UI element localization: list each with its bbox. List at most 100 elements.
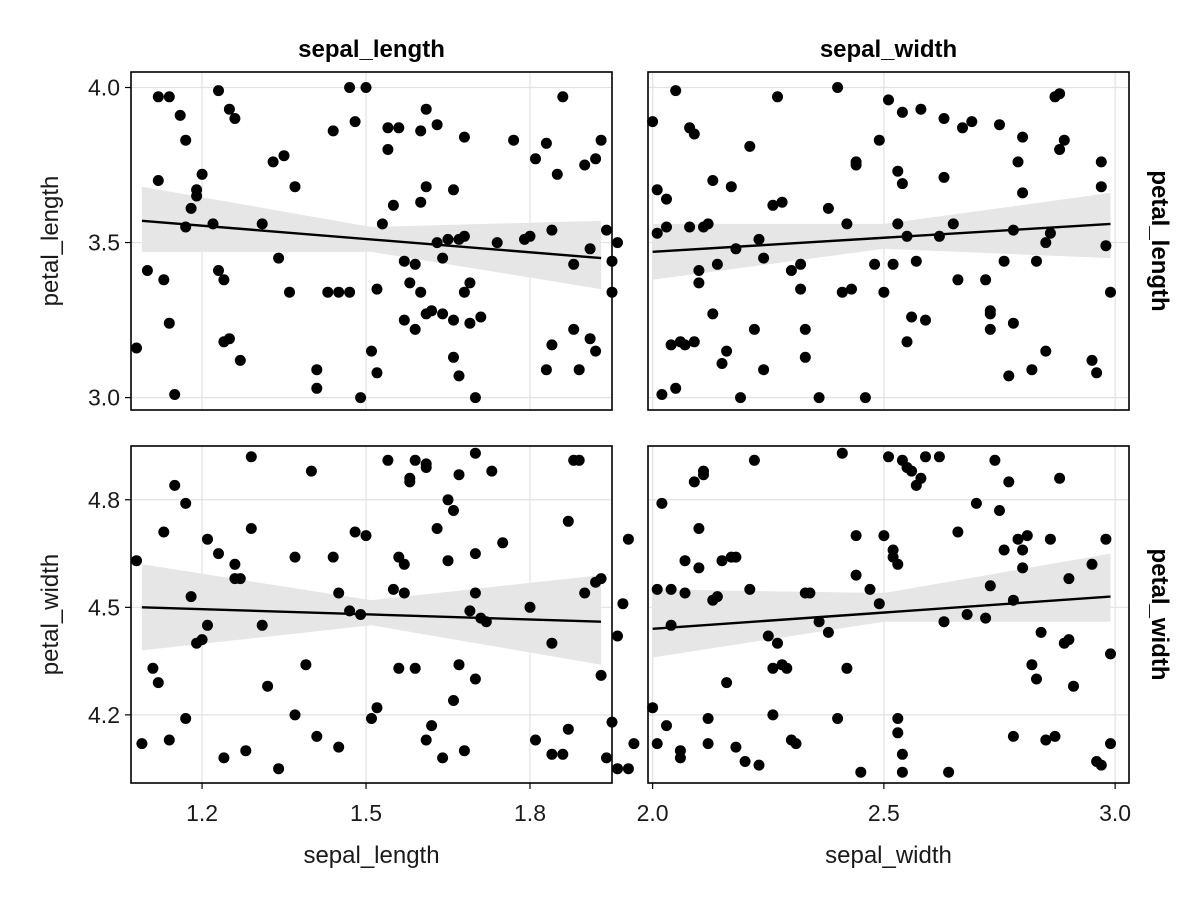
data-point — [804, 587, 816, 599]
data-point — [906, 465, 918, 477]
data-point — [530, 734, 541, 746]
data-point — [540, 364, 552, 376]
data-point — [799, 351, 811, 363]
data-point — [892, 165, 904, 177]
data-point — [1026, 659, 1038, 671]
data-point — [409, 662, 421, 674]
data-point — [892, 558, 904, 570]
data-point — [431, 237, 443, 249]
regression-line — [652, 595, 1111, 631]
data-point — [1063, 573, 1075, 585]
data-point — [1105, 738, 1116, 750]
data-point — [557, 748, 569, 760]
data-point — [333, 741, 345, 753]
data-point — [431, 119, 443, 131]
data-point — [475, 311, 487, 323]
data-point — [906, 311, 918, 323]
data-point — [524, 230, 536, 242]
data-point — [568, 323, 580, 335]
data-point — [229, 113, 241, 124]
data-point — [464, 277, 476, 289]
data-point — [152, 91, 164, 103]
data-point — [431, 523, 443, 534]
data-point — [1007, 730, 1019, 742]
data-point — [850, 530, 862, 542]
data-point — [448, 351, 459, 363]
data-point — [562, 723, 574, 735]
data-point — [1035, 626, 1047, 638]
data-point — [256, 619, 268, 631]
data-point — [1017, 544, 1029, 556]
data-point — [387, 583, 399, 595]
data-point — [1040, 734, 1052, 746]
data-point — [957, 122, 968, 134]
data-point — [371, 283, 383, 295]
data-point — [546, 339, 558, 351]
data-point — [896, 748, 908, 760]
data-point — [887, 544, 899, 556]
data-point — [1100, 240, 1112, 252]
data-point — [376, 218, 388, 230]
x-tick-label: 3.0 — [1099, 800, 1131, 826]
data-point — [469, 673, 481, 685]
data-point — [393, 122, 405, 134]
data-point — [702, 218, 714, 230]
labels-layer: 3.0 3.5 4.0 4.2 4.5 4.8 1.2 1.5 1.8 2.0 2.5 3.0 sepa… — [37, 36, 1173, 869]
panel-petal_length-vs-sepal_length — [125, 71, 623, 411]
data-point — [772, 91, 783, 103]
panel-petal_width-vs-sepal_length — [125, 445, 640, 789]
data-point — [426, 305, 438, 317]
data-point — [273, 252, 285, 264]
y-tick-label: 4.5 — [88, 594, 120, 620]
data-point — [938, 171, 950, 183]
data-point — [551, 168, 563, 180]
data-point — [141, 265, 153, 276]
data-point — [850, 569, 862, 581]
data-point — [984, 580, 996, 592]
data-point — [180, 134, 192, 146]
data-point — [841, 218, 853, 230]
data-point — [832, 82, 844, 93]
data-point — [546, 637, 558, 649]
data-point — [721, 677, 733, 689]
data-point — [262, 680, 274, 692]
data-point — [670, 382, 682, 394]
data-point — [1017, 131, 1029, 143]
data-point — [1054, 88, 1066, 100]
data-point — [679, 339, 691, 351]
data-point — [540, 137, 552, 149]
data-point — [651, 738, 663, 750]
data-point — [442, 233, 454, 245]
data-point — [744, 140, 756, 152]
data-point — [933, 451, 945, 463]
y-tick-label: 4.8 — [88, 487, 120, 513]
data-point — [1105, 286, 1116, 298]
data-point — [333, 587, 345, 599]
data-point — [180, 713, 192, 724]
data-point — [688, 336, 700, 348]
data-point — [665, 339, 677, 351]
data-point — [612, 630, 623, 642]
data-point — [665, 583, 677, 595]
regression-line — [652, 222, 1111, 254]
data-point — [169, 389, 181, 400]
data-point — [573, 454, 585, 466]
confidence-band — [141, 186, 602, 290]
data-point — [469, 548, 481, 560]
data-point — [748, 323, 760, 335]
data-point — [822, 626, 834, 638]
data-point — [453, 370, 465, 382]
data-point — [426, 720, 438, 732]
data-point — [947, 218, 959, 230]
data-point — [234, 573, 246, 585]
data-point — [185, 591, 197, 603]
data-point — [744, 583, 756, 595]
data-point — [883, 451, 894, 463]
data-point — [1091, 367, 1103, 379]
data-point — [595, 669, 607, 681]
data-point — [813, 392, 825, 404]
data-point — [896, 106, 908, 118]
data-point — [442, 555, 454, 567]
data-point — [767, 709, 779, 721]
